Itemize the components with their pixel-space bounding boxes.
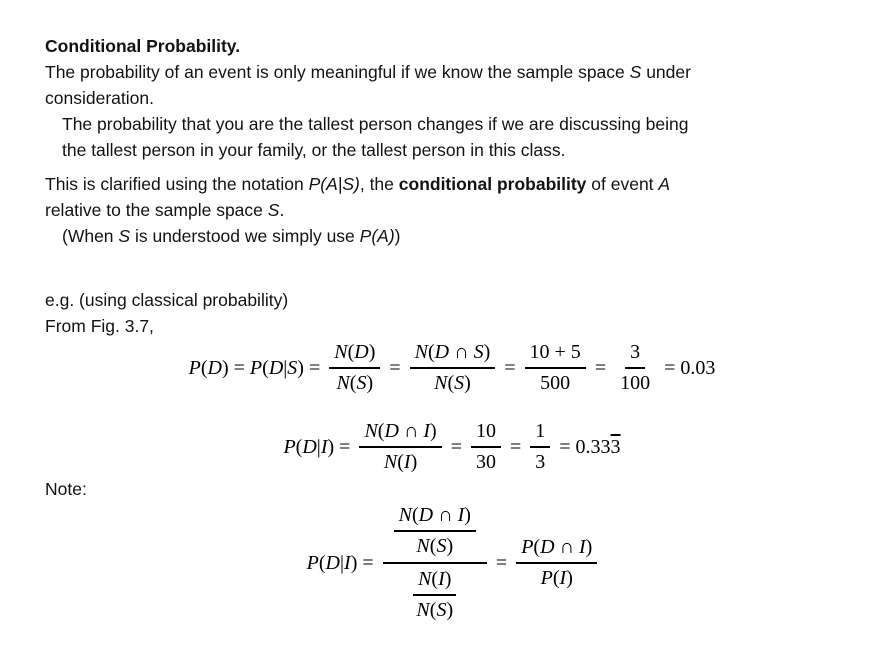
fraction-numerator: 10: [470, 420, 501, 448]
math-var-a: A: [658, 174, 671, 194]
fraction-numerator: N(I): [413, 568, 457, 596]
formula-lhs: P(D|I) =: [306, 551, 374, 574]
fraction-denominator: 500: [540, 372, 571, 394]
fraction-15-500: 10 + 5 500: [524, 341, 586, 395]
text-run: the tallest person in your family, or th…: [62, 140, 566, 160]
text-run: is understood we simply use: [130, 226, 360, 246]
math-expr-pas: P(A|S): [308, 174, 360, 194]
paragraph-tallest-example: The probability that you are the tallest…: [45, 111, 835, 163]
formula-result: = 0.333: [559, 436, 620, 459]
text-run: relative to the sample space: [45, 200, 268, 220]
fraction-denominator: P(I): [540, 567, 573, 589]
fraction-1-3: 1 3: [530, 420, 551, 474]
math-var-s: S: [118, 226, 131, 246]
formula-pd-given-i-note: P(D|I) = N(D ∩ I) N(S) N(I) N(S) = P(D ∩…: [45, 504, 835, 622]
formula-result: = 0.03: [664, 356, 716, 379]
text-run: This is clarified using the notation: [45, 174, 309, 194]
paragraph-from-fig: From Fig. 3.7,: [45, 316, 154, 336]
fraction-denominator: 100: [620, 372, 651, 394]
equals-sign: =: [504, 356, 516, 379]
fraction-denominator: N(S): [434, 372, 471, 394]
fraction-pdi-pi: P(D ∩ I) P(I): [516, 536, 598, 590]
fraction-denominator: N(S): [416, 535, 454, 557]
equals-sign: =: [450, 435, 462, 458]
fraction-numerator: 1: [530, 420, 551, 448]
result-digits: = 0.33: [559, 435, 611, 458]
fraction-ndi-ni: N(D ∩ I) N(I): [359, 420, 442, 474]
fraction-nd-ns: N(D) N(S): [329, 341, 381, 395]
text-run: The probability of an event is only mean…: [45, 62, 630, 82]
text-run: The probability that you are the tallest…: [62, 114, 689, 134]
fraction-numerator: 3: [625, 341, 646, 369]
formula-pd-given-i: P(D|I) = N(D ∩ I) N(I) = 10 30 = 1 3 = 0…: [45, 420, 835, 474]
text-run: , the: [359, 174, 399, 194]
paragraph-sample-space: The probability of an event is only mean…: [45, 59, 835, 111]
page-title: Conditional Probability.: [45, 36, 241, 56]
big-fraction-denominator: N(I) N(S): [400, 564, 469, 622]
text-run: .: [279, 200, 285, 220]
equals-sign: =: [594, 356, 607, 379]
paragraph-when-s-understood: (When S is understood we simply use P(A)…: [45, 223, 835, 249]
equals-sign: =: [495, 551, 508, 574]
math-expr-pa: P(A): [359, 226, 395, 246]
fraction-denominator: N(S): [336, 372, 374, 394]
fraction-3-100: 3 100: [615, 341, 655, 395]
fraction-denominator: N(I): [383, 451, 418, 473]
fraction-denominator: 3: [535, 451, 546, 473]
text-run: ): [394, 226, 401, 246]
bold-run: conditional probability: [398, 174, 587, 194]
fraction-numerator: N(D ∩ I): [393, 504, 476, 532]
fraction-ndi-ns: N(D ∩ I) N(S): [393, 504, 476, 558]
note-label: Note:: [45, 479, 87, 499]
fraction-denominator: N(S): [416, 599, 454, 621]
equals-sign: =: [509, 435, 522, 458]
text-run: of event: [586, 174, 659, 194]
formula-lhs: P(D|I) =: [283, 435, 351, 458]
formula-pd-classical: P(D) = P(D|S) = N(D) N(S) = N(D ∩ S) N(S…: [45, 341, 835, 395]
math-var-s: S: [629, 62, 642, 82]
math-var-s: S: [267, 200, 280, 220]
fraction-10-30: 10 30: [470, 420, 501, 474]
fraction-numerator: P(D ∩ I): [516, 536, 598, 564]
fraction-ni-ns: N(I) N(S): [411, 568, 458, 622]
repeating-digit-overline: 3: [610, 435, 621, 458]
big-nested-fraction: N(D ∩ I) N(S) N(I) N(S): [382, 504, 487, 622]
fraction-denominator: 30: [475, 451, 496, 473]
paragraph-notation: This is clarified using the notation P(A…: [45, 171, 835, 223]
fraction-numerator: N(D): [329, 341, 381, 369]
text-run: (When: [62, 226, 119, 246]
fraction-numerator: N(D ∩ I): [359, 420, 442, 448]
formula-lhs: P(D) = P(D|S) =: [188, 356, 321, 379]
fraction-numerator: 10 + 5: [524, 341, 586, 369]
fraction-nds-ns: N(D ∩ S) N(S): [409, 341, 496, 395]
fraction-numerator: N(D ∩ S): [409, 341, 496, 369]
equals-sign: =: [389, 356, 401, 379]
big-fraction-numerator: N(D ∩ I) N(S): [382, 504, 487, 564]
text-run: under: [641, 62, 691, 82]
paragraph-eg: e.g. (using classical probability): [45, 290, 289, 310]
text-run: consideration.: [45, 88, 154, 108]
